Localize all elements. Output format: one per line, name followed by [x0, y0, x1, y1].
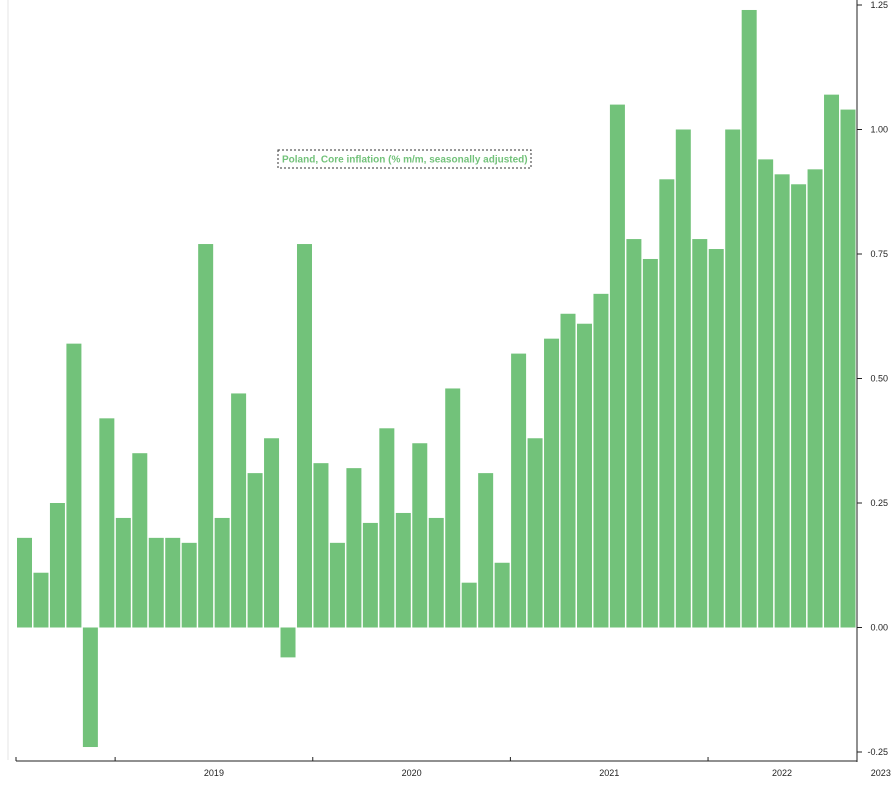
bar[interactable]	[725, 129, 741, 628]
bar[interactable]	[758, 159, 774, 628]
x-tick-label: 2023	[871, 768, 891, 778]
bar[interactable]	[445, 388, 461, 628]
bar[interactable]	[395, 512, 411, 628]
bar[interactable]	[132, 453, 148, 628]
bar[interactable]	[544, 338, 560, 628]
bar[interactable]	[626, 239, 642, 628]
bar[interactable]	[82, 627, 98, 748]
bar[interactable]	[774, 174, 790, 628]
bar[interactable]	[807, 169, 823, 628]
bar[interactable]	[791, 184, 807, 628]
y-tick-label: 1.25	[870, 0, 888, 10]
bar[interactable]	[412, 443, 428, 628]
y-tick-label: 1.00	[870, 125, 888, 135]
bar[interactable]	[165, 537, 181, 628]
bar[interactable]	[708, 249, 724, 628]
bar[interactable]	[840, 109, 856, 628]
bar[interactable]	[576, 323, 592, 628]
bar[interactable]	[264, 438, 280, 628]
bar[interactable]	[494, 562, 510, 628]
bar[interactable]	[17, 537, 32, 628]
bar[interactable]	[99, 418, 115, 628]
bar[interactable]	[478, 473, 494, 628]
bar[interactable]	[593, 293, 609, 628]
bar[interactable]	[49, 503, 65, 628]
bar[interactable]	[33, 572, 49, 628]
bar[interactable]	[280, 627, 296, 658]
bar[interactable]	[824, 94, 840, 628]
bar[interactable]	[461, 582, 477, 628]
x-tick-label: 2020	[402, 768, 422, 778]
bar[interactable]	[313, 463, 329, 628]
x-tick-label: 2019	[204, 768, 224, 778]
y-tick-label: 0.00	[870, 623, 888, 633]
legend-box	[277, 149, 532, 169]
bar[interactable]	[115, 517, 131, 628]
bar[interactable]	[428, 517, 444, 628]
bar[interactable]	[609, 104, 625, 628]
y-tick-label: 0.75	[870, 249, 888, 259]
x-tick-label: 2022	[772, 768, 792, 778]
bar[interactable]	[527, 438, 543, 628]
bar[interactable]	[247, 473, 263, 628]
bar[interactable]	[675, 129, 691, 628]
bar[interactable]	[148, 537, 164, 628]
bar[interactable]	[560, 313, 576, 628]
y-tick-label: 0.25	[870, 498, 888, 508]
bar[interactable]	[692, 239, 708, 628]
x-tick-label: 2021	[599, 768, 619, 778]
bar[interactable]	[346, 468, 362, 628]
bar[interactable]	[659, 179, 675, 628]
legend-label: Poland, Core inflation (% m/m, seasonall…	[282, 155, 528, 166]
bar[interactable]	[66, 343, 82, 628]
bar[interactable]	[214, 517, 230, 628]
bar[interactable]	[511, 353, 527, 628]
y-tick-label: 0.50	[870, 374, 888, 384]
bar[interactable]	[642, 258, 658, 628]
bar[interactable]	[741, 9, 757, 628]
bar[interactable]	[231, 393, 247, 628]
bar[interactable]	[329, 542, 345, 628]
bar[interactable]	[379, 428, 395, 628]
bar[interactable]	[181, 542, 197, 628]
bar[interactable]	[198, 244, 214, 628]
bar[interactable]	[296, 244, 312, 628]
bar[interactable]	[362, 522, 378, 628]
legend[interactable]: Poland, Core inflation (% m/m, seasonall…	[277, 149, 532, 169]
y-tick-label: -0.25	[867, 747, 888, 757]
